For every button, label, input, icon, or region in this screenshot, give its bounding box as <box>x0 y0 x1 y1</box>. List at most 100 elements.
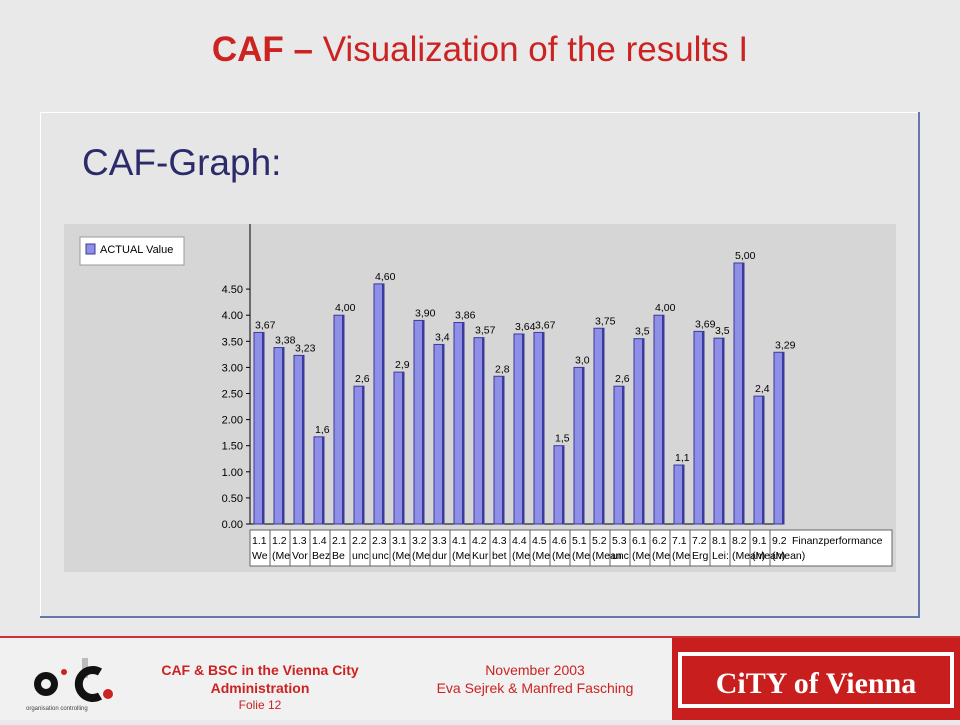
chart-svg: ACTUAL Value 0.00 0.50 1.00 1.50 2.00 2.50 3.00… <box>79 223 893 567</box>
caf-bar-chart: ACTUAL Value 0.00 0.50 1.00 1.50 2.00 2.50 3.00… <box>64 223 896 572</box>
category-sublabel: Finanzperformance <box>792 535 883 547</box>
y-tick-label: 1.50 <box>222 441 243 453</box>
footer-date: November 2003 <box>485 662 585 678</box>
bar-shadow <box>662 315 664 524</box>
bar-shadow <box>682 465 684 524</box>
category-sublabel: unc <box>372 550 389 562</box>
category-sublabel: Erg <box>692 550 709 562</box>
y-tick-label: 4.00 <box>222 310 243 322</box>
bar-value-label: 3,67 <box>535 319 556 331</box>
bar-shadow <box>482 337 484 524</box>
bar-shadow <box>442 344 444 524</box>
bar-shadow <box>262 332 264 524</box>
category-label: 2.1 <box>332 535 347 547</box>
bar-shadow <box>462 322 464 524</box>
bar-shadow <box>562 445 564 524</box>
category-label: 6.2 <box>652 535 667 547</box>
category-sublabel: (Me <box>552 550 570 562</box>
legend-box <box>79 236 185 266</box>
category-sublabel: (Mean) <box>752 550 785 562</box>
bar-value-label: 3,5 <box>715 325 730 337</box>
category-label: 7.2 <box>692 535 707 547</box>
legend-swatch <box>85 243 96 255</box>
y-tick-label: 0.00 <box>222 519 243 531</box>
bar-value-label: 3,69 <box>695 318 716 330</box>
category-sublabel: (Mean) <box>772 550 805 562</box>
bar-shadow <box>762 396 764 524</box>
slide-title-rest: Visualization of the results I <box>312 30 749 69</box>
bar-shadow <box>522 333 524 524</box>
bar-shadow <box>322 436 324 524</box>
bar-shadow <box>702 331 704 524</box>
bar-value-label: 5,00 <box>735 250 756 262</box>
chart-legend: ACTUAL Value <box>79 236 185 266</box>
category-label: 7.1 <box>672 535 687 547</box>
y-tick-label: 0.50 <box>222 493 243 505</box>
category-sublabel: Lei: <box>712 550 729 562</box>
category-label: 5.3 <box>612 535 627 547</box>
category-label: 8.1 <box>712 535 727 547</box>
footer-slide-number: Folie 12 <box>238 698 282 712</box>
bar-value-label: 3,38 <box>275 335 296 347</box>
organisation-controlling-logo: organisation controlling <box>22 654 132 716</box>
bar-value-label: 3,90 <box>415 307 436 319</box>
bar-value-label: 3,23 <box>295 342 316 354</box>
bar-shadow <box>602 328 604 524</box>
category-sublabel: (Me <box>512 550 530 562</box>
footer-authors: Eva Sejrek & Manfred Fasching <box>436 680 634 696</box>
category-sublabel: unc <box>612 550 629 562</box>
bar-value-label: 3,67 <box>255 319 276 331</box>
y-tick-label: 2.50 <box>222 389 243 401</box>
category-label: 1.1 <box>252 535 267 547</box>
bar-value-label: 4,00 <box>335 302 356 314</box>
bar-shadow <box>742 263 744 524</box>
bar-value-label: 1,1 <box>675 452 690 464</box>
category-label: 3.1 <box>392 535 407 547</box>
category-label: 6.1 <box>632 535 647 547</box>
category-sublabel: (Me <box>452 550 470 562</box>
bar-shadow <box>782 352 784 524</box>
category-sublabel: (Mean) <box>732 550 765 562</box>
bar-shadow <box>382 283 384 524</box>
bar-value-label: 2,9 <box>395 359 410 371</box>
category-label: 5.1 <box>572 535 587 547</box>
category-label: 5.2 <box>592 535 607 547</box>
category-sublabel: (Me <box>532 550 550 562</box>
bar-value-label: 3,4 <box>435 331 450 343</box>
category-sublabel: Kur <box>472 550 489 562</box>
logo-left-text: organisation controlling <box>26 706 88 712</box>
category-sublabel: (Me <box>672 550 690 562</box>
footer-project-line2: Administration <box>210 680 310 696</box>
category-label: 2.3 <box>372 535 387 547</box>
category-label: 3.3 <box>432 535 447 547</box>
bar-value-label: 1,5 <box>555 433 570 445</box>
y-tick-label: 4.50 <box>222 284 243 296</box>
y-tick-label: 3.00 <box>222 362 243 374</box>
category-label: 4.4 <box>512 535 527 547</box>
bar-value-label: 3,0 <box>575 354 590 366</box>
category-sublabel: Be <box>332 550 345 562</box>
bar-value-label: 3,5 <box>635 326 650 338</box>
category-sublabel: (Me <box>412 550 430 562</box>
bar-shadow <box>542 332 544 524</box>
logo-right-text: CiTY of Vienna <box>716 667 917 700</box>
category-label: 1.2 <box>272 535 287 547</box>
legend-label: ACTUAL Value <box>100 244 173 256</box>
footer-rule <box>0 636 960 638</box>
category-label: 2.2 <box>352 535 367 547</box>
bar-value-label: 3,86 <box>455 310 476 322</box>
category-label: 4.2 <box>472 535 487 547</box>
bar-shadow <box>282 347 284 524</box>
category-label: 9.1 <box>752 535 767 547</box>
category-label: 4.5 <box>532 535 547 547</box>
category-sublabel: Bez <box>312 550 330 562</box>
category-label: 9.2 <box>772 535 787 547</box>
bar-value-label: 4,60 <box>375 271 396 283</box>
bar-value-label: 3,57 <box>475 325 496 337</box>
category-label: 4.3 <box>492 535 507 547</box>
category-label: 3.2 <box>412 535 427 547</box>
category-label-box <box>249 529 893 567</box>
bar-shadow <box>582 367 584 524</box>
y-tick-label: 3.50 <box>222 336 243 348</box>
y-tick-label: 1.00 <box>222 467 243 479</box>
